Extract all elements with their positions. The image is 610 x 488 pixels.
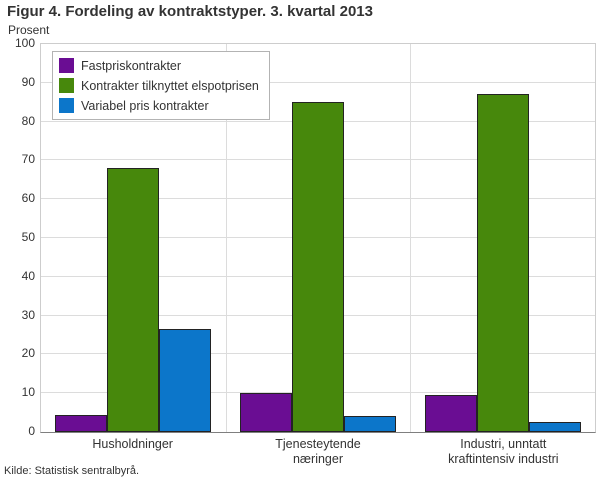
y-axis-tick-label: 0 [28,424,35,438]
y-axis-tick-label: 30 [21,307,35,322]
legend: Fastpriskontrakter Kontrakter tilknyttet … [52,51,270,120]
y-axis-unit-label: Prosent [8,23,50,37]
legend-label: Kontrakter tilknyttet elspotprisen [81,78,259,93]
bar-group [41,44,226,432]
y-axis-tick-label: 90 [21,74,35,89]
legend-swatch [59,98,74,113]
legend-item[interactable]: Kontrakter tilknyttet elspotprisen [59,78,259,93]
x-axis-labels: Husholdninger Tjenesteytende næringer Indu… [40,437,596,467]
bar-series2-cat2[interactable] [291,102,344,432]
source-caption: Kilde: Statistisk sentralbyrå. [4,465,140,477]
legend-item[interactable]: Fastpriskontrakter [59,58,259,73]
bar-series3-cat2[interactable] [343,416,396,432]
legend-label: Variabel pris kontrakter [81,98,209,113]
legend-swatch [59,78,74,93]
bar-group [410,44,595,432]
legend-swatch [59,58,74,73]
plot-area: Fastpriskontrakter Kontrakter tilknyttet … [40,43,596,433]
y-axis-tick-label: 80 [21,113,35,128]
bar-series1-cat2[interactable] [239,393,292,432]
y-axis-tick-labels: 0 10 20 30 40 50 60 70 80 90 100 [0,36,35,438]
bar-series3-cat1[interactable] [159,329,212,432]
legend-item[interactable]: Variabel pris kontrakter [59,98,259,113]
y-axis-tick-label: 60 [21,191,35,206]
bar-series1-cat1[interactable] [55,414,108,432]
x-axis-category-label: Husholdninger [92,437,173,451]
chart-title: Figur 4. Fordeling av kontraktstyper. 3.… [7,3,373,20]
y-axis-tick-label: 40 [21,268,35,283]
legend-label: Fastpriskontrakter [81,58,182,73]
category-separator-gridline [225,44,227,432]
bar-series1-cat3[interactable] [424,395,477,432]
y-axis-tick-label: 70 [21,152,35,167]
y-axis-tick-label: 10 [21,385,35,400]
y-axis-tick-label: 100 [14,36,35,50]
y-axis-tick-label: 50 [21,230,35,244]
bar-series3-cat3[interactable] [528,422,581,432]
category-separator-gridline [410,44,412,432]
y-axis-tick-label: 20 [21,346,35,361]
bar-series2-cat1[interactable] [107,168,160,432]
gridline [41,81,595,83]
bar-group [226,44,411,432]
x-axis-category-label: Tjenesteytende næringer [275,437,361,466]
bar-series2-cat3[interactable] [476,94,529,432]
x-axis-category-label: Industri, unntatt kraftintensiv industri [448,437,559,466]
